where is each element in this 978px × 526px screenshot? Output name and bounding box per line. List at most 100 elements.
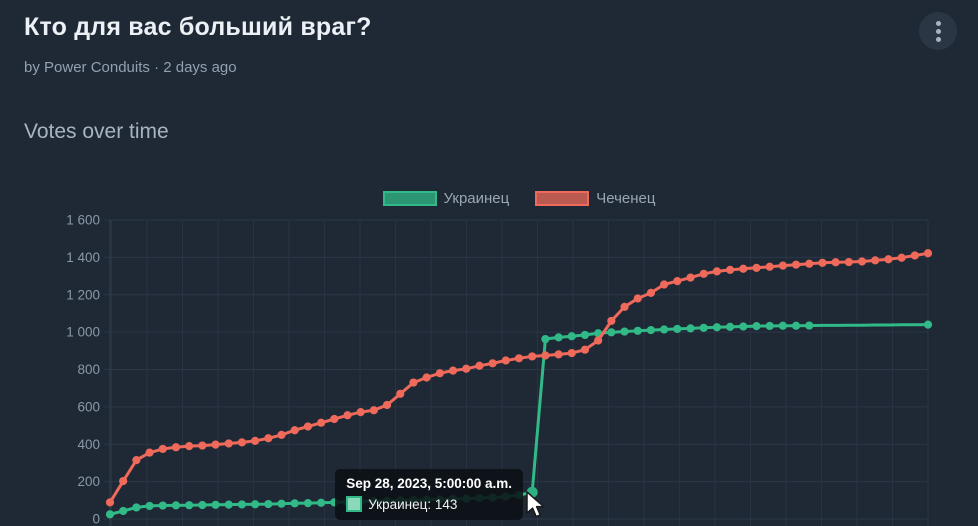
series-point — [316, 418, 326, 427]
series-point — [857, 257, 867, 266]
series-point — [897, 253, 906, 262]
series-point — [844, 257, 853, 267]
chart-legend: Украинец Чеченец — [110, 190, 928, 207]
series-point — [224, 439, 233, 448]
series-point — [712, 267, 722, 276]
series-point — [660, 280, 669, 289]
series-point — [277, 430, 286, 440]
series-point — [158, 501, 167, 510]
series-point — [923, 249, 933, 258]
series-point — [699, 323, 708, 332]
series-point — [646, 325, 656, 335]
series-point — [791, 321, 801, 330]
poll-title: Кто для вас больший враг? — [24, 13, 372, 41]
series-point — [462, 364, 471, 373]
series-point — [594, 336, 603, 345]
series-point — [303, 422, 313, 431]
series-point — [132, 456, 141, 465]
series-point — [528, 352, 537, 361]
series-point — [501, 356, 510, 365]
series-point — [633, 294, 642, 303]
series-point — [752, 263, 761, 272]
series-point — [541, 334, 550, 344]
y-axis-tick-label: 400 — [77, 437, 100, 452]
kebab-menu-icon — [935, 20, 941, 42]
y-axis-tick-label: 1 400 — [66, 250, 100, 265]
series-point — [554, 333, 563, 342]
series-point — [607, 328, 616, 337]
series-point — [330, 414, 339, 424]
series-point — [778, 261, 787, 270]
series-point — [224, 500, 233, 509]
series-point — [673, 277, 682, 286]
tooltip-value-label: Украинец: 143 — [368, 496, 458, 512]
series-point — [171, 501, 181, 510]
series-point — [185, 442, 194, 451]
series-point — [409, 378, 418, 387]
series-point — [567, 332, 576, 341]
series-point — [620, 302, 629, 311]
series-point — [343, 411, 352, 420]
series-point — [290, 426, 299, 435]
series-point — [725, 265, 735, 274]
series-point — [237, 500, 247, 509]
series-point — [105, 498, 115, 507]
y-axis-tick-label: 800 — [77, 362, 100, 377]
series-point — [277, 499, 286, 508]
tooltip-row: Украинец: 143 — [346, 496, 512, 513]
series-point — [805, 259, 814, 268]
series-point — [435, 369, 444, 378]
legend-swatch-green — [382, 191, 437, 206]
legend-label-chechenec: Чеченец — [596, 190, 656, 207]
series-point — [725, 322, 735, 331]
series-point — [541, 351, 550, 360]
series-point — [211, 440, 220, 449]
y-axis-tick-label: 1 200 — [66, 287, 100, 302]
series-point — [119, 506, 128, 516]
series-point — [791, 260, 801, 269]
series-point — [673, 324, 682, 334]
series-point — [356, 408, 365, 417]
series-point — [369, 406, 378, 415]
series-point — [567, 348, 576, 358]
series-point — [607, 316, 616, 326]
series-point — [620, 327, 629, 336]
series-point — [739, 264, 748, 273]
series-point — [316, 498, 326, 507]
series-point — [211, 500, 220, 509]
series-point — [145, 448, 154, 457]
series-point — [778, 321, 787, 330]
series-point — [818, 258, 827, 267]
series-point — [382, 400, 392, 410]
series-point — [514, 354, 524, 363]
legend-item-chechenec[interactable]: Чеченец — [535, 190, 655, 207]
poll-options-menu-button[interactable] — [919, 12, 957, 50]
series-point — [765, 262, 774, 271]
series-point — [580, 330, 590, 340]
legend-item-ukrainec[interactable]: Украинец — [382, 190, 509, 207]
tooltip-series-swatch-icon — [346, 496, 363, 513]
chart-section-title: Votes over time — [24, 120, 169, 143]
series-point — [739, 322, 748, 331]
series-point — [699, 269, 708, 278]
series-point — [264, 434, 273, 443]
series-point — [198, 441, 207, 450]
series-point — [633, 326, 642, 335]
series-point — [422, 373, 431, 382]
series-point — [145, 501, 154, 511]
series-point — [646, 288, 656, 297]
y-axis-tick-label: 1 000 — [66, 325, 100, 340]
series-point — [686, 273, 695, 282]
series-point — [119, 476, 128, 486]
y-axis-tick-label: 0 — [92, 512, 100, 526]
series-point — [805, 321, 814, 330]
chart-tooltip: Sep 28, 2023, 5:00:00 a.m. Украинец: 143 — [335, 469, 524, 521]
series-point — [448, 366, 458, 375]
y-axis-tick-label: 600 — [77, 399, 100, 414]
series-point — [910, 251, 919, 260]
series-point — [871, 256, 880, 265]
series-point — [475, 361, 484, 370]
y-axis-tick-label: 1 600 — [66, 213, 100, 228]
